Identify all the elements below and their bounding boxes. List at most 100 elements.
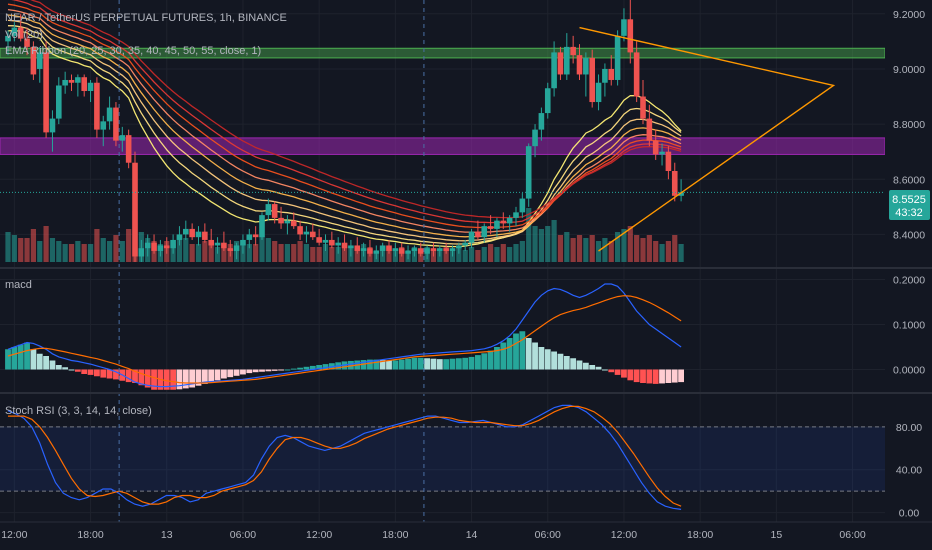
- candle-body: [398, 248, 405, 254]
- candle-body: [214, 242, 221, 246]
- macd-histogram-bar: [614, 369, 621, 375]
- stoch-rsi-legend[interactable]: Stoch RSI (3, 3, 14, 14, close): [5, 405, 152, 417]
- volume-bar: [246, 244, 252, 262]
- x-tick-label: 14: [466, 529, 478, 541]
- y-tick-label: 8.4000: [893, 229, 925, 241]
- price-badge: 8.5525 43:32: [889, 190, 930, 220]
- volume-bar: [672, 235, 678, 262]
- macd-histogram-bar: [195, 369, 202, 386]
- candles[interactable]: [0, 0, 885, 262]
- candle-body: [583, 57, 589, 75]
- candle-body: [468, 231, 475, 243]
- macd-histogram-bar: [519, 331, 526, 370]
- volume-bar: [221, 244, 227, 262]
- macd-histogram-bar: [265, 369, 272, 372]
- macd-histogram-bar: [481, 353, 488, 370]
- macd-legend[interactable]: macd: [5, 279, 32, 291]
- candle-body: [49, 118, 56, 133]
- candle-body: [544, 88, 551, 114]
- macd-histogram-bar: [278, 369, 284, 371]
- volume-bar: [462, 250, 468, 262]
- candle-body: [341, 242, 348, 249]
- y-tick-label: 9.2000: [893, 9, 925, 21]
- x-tick-label: 06:00: [230, 529, 256, 541]
- macd-histogram-bar: [405, 358, 411, 370]
- volume-bar: [30, 229, 36, 262]
- macd-histogram-bar: [221, 369, 227, 379]
- candle-body: [348, 245, 354, 249]
- candle-body: [322, 239, 329, 243]
- wedge-drawing[interactable]: [579, 26, 836, 252]
- candle-body: [189, 228, 195, 238]
- macd-histogram-bar: [487, 350, 494, 370]
- macd-histogram-bar: [259, 369, 265, 372]
- candle-body: [538, 113, 545, 130]
- volume-bar: [621, 229, 627, 262]
- candle-body: [87, 82, 94, 92]
- candle-body: [475, 231, 481, 238]
- volume-legend[interactable]: Vol (20): [5, 29, 43, 41]
- macd-histogram-bar: [563, 356, 570, 370]
- candle-body: [532, 129, 538, 147]
- ema-ribbon-legend[interactable]: EMA Ribbon (20, 25, 30, 35, 40, 45, 50, …: [5, 45, 261, 57]
- candle-body: [335, 242, 341, 246]
- volume-bar: [532, 226, 538, 262]
- volume-bar: [627, 226, 633, 262]
- volume-bar: [5, 232, 11, 262]
- volume-bar: [18, 238, 24, 262]
- session-lines: [118, 0, 425, 522]
- candle-body: [621, 19, 627, 36]
- volume-bar: [284, 244, 290, 262]
- volume-bar: [176, 235, 183, 262]
- candle-body: [494, 220, 500, 229]
- macd-histogram-bar: [500, 342, 507, 370]
- x-tick-label: 15: [771, 529, 783, 541]
- macd-histogram-bar: [208, 369, 215, 383]
- volume-bar: [81, 244, 87, 262]
- macd-histogram-bar: [646, 369, 653, 384]
- macd-histogram-bar: [36, 353, 43, 370]
- macd-histogram-bar: [595, 366, 602, 370]
- time-axis[interactable]: 12:00 18:00 13 06:00 12:00 18:00 14 06:00 12:00 1…: [1, 529, 866, 541]
- candle-body: [564, 46, 570, 75]
- volume-bar: [329, 247, 335, 262]
- macd-histogram-bar: [125, 369, 132, 383]
- x-tick-label: 18:00: [382, 529, 408, 541]
- candle-body: [500, 220, 507, 224]
- volume-bar: [570, 238, 576, 262]
- candle-body: [221, 242, 227, 249]
- x-tick-label: 13: [161, 529, 173, 541]
- stoch-rsi-pane: [0, 404, 885, 510]
- volume-bar: [500, 244, 506, 262]
- macd-histogram-bar: [652, 369, 659, 384]
- volume-bar: [62, 244, 68, 262]
- volume-bar: [322, 244, 329, 262]
- candle-body: [487, 226, 494, 229]
- macd-histogram-bar: [30, 349, 37, 370]
- volume-bar: [94, 229, 100, 262]
- candle-body: [297, 226, 303, 235]
- candle-body: [271, 204, 278, 218]
- candle-body: [195, 231, 202, 238]
- candle-body: [506, 217, 513, 224]
- volume-bar: [272, 241, 278, 262]
- candle-body: [144, 242, 151, 249]
- macd-histogram-bar: [309, 365, 316, 370]
- price-axis[interactable]: 8.4000 8.6000 8.8000 9.0000 9.2000 0.0000 0.10…: [885, 0, 932, 550]
- candle-body: [678, 192, 684, 196]
- volume-bar: [456, 247, 462, 262]
- volume-bar: [513, 244, 519, 262]
- macd-histogram-bar: [113, 369, 119, 380]
- ema-line-20: [7, 29, 682, 248]
- macd-histogram-bar: [582, 362, 589, 370]
- volume-bar: [126, 229, 132, 262]
- volume-bar: [538, 229, 544, 262]
- volume-bar: [43, 226, 49, 262]
- candle-body: [310, 231, 316, 238]
- volume-bar: [259, 235, 265, 262]
- macd-histogram-bar: [316, 365, 323, 370]
- y-tick-label: 9.0000: [893, 64, 925, 76]
- y-tick-label: 80.00: [896, 422, 922, 434]
- candle-body: [5, 35, 11, 42]
